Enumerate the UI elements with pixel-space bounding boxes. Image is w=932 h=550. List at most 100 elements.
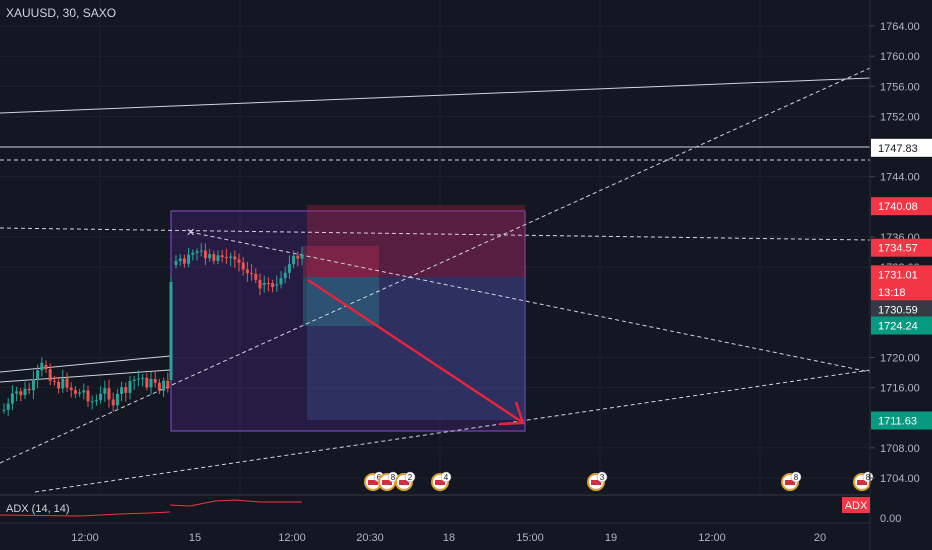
candle: [216, 255, 220, 261]
date-range-zone[interactable]: [170, 210, 526, 432]
candle: [52, 380, 56, 382]
candle: [250, 273, 254, 275]
candle: [65, 378, 69, 388]
candle: [31, 379, 35, 391]
candle: [120, 387, 124, 394]
candle: [245, 269, 249, 274]
candle: [73, 390, 77, 394]
candle: [174, 261, 178, 265]
candle: [224, 257, 228, 259]
candle: [300, 255, 304, 259]
candle: [296, 255, 300, 259]
ascending-dashed-line[interactable]: [0, 67, 871, 464]
candle: [124, 387, 128, 393]
time-tick-label: 12:00: [278, 532, 306, 544]
candle: [78, 392, 82, 394]
adx-tag-text: ADX: [845, 500, 868, 512]
candle: [103, 388, 107, 394]
price-tick-label: 1720.00: [880, 352, 920, 364]
price-tag-label: 1731.01: [878, 270, 918, 282]
event-badge-count: 3: [600, 473, 605, 482]
price-tag-label: 1747.83: [878, 143, 918, 155]
price-tick-label: 1704.00: [880, 473, 920, 485]
candle: [149, 379, 153, 388]
price-tick-label: 1744.00: [880, 172, 920, 184]
price-tag: [871, 282, 932, 301]
left-channel-top[interactable]: [0, 355, 171, 373]
price-tag-label: 1740.08: [878, 201, 918, 213]
candle: [27, 388, 31, 391]
price-tag-label: 13:18: [878, 287, 906, 299]
candle: [23, 388, 27, 396]
candle: [15, 391, 19, 394]
candle: [283, 272, 287, 279]
candle: [233, 256, 237, 260]
price-tag: [871, 300, 932, 319]
candle: [287, 264, 291, 273]
left-channel-bottom[interactable]: [0, 369, 171, 383]
candle: [57, 381, 61, 389]
candle: [241, 262, 245, 270]
stop-loss-zone[interactable]: [307, 205, 525, 277]
symbol-title: XAUUSD, 30, SAXO: [6, 6, 117, 20]
candle: [178, 258, 182, 262]
candle: [279, 278, 283, 285]
price-tag-label: 1724.24: [878, 321, 918, 333]
candle: [2, 409, 6, 411]
candle: [220, 255, 224, 258]
candle: [262, 283, 266, 285]
price-tag: [871, 238, 932, 257]
candle: [191, 252, 195, 255]
candle: [10, 393, 14, 404]
candle: [132, 379, 136, 382]
candle: [212, 254, 216, 261]
projection-arrow[interactable]: [307, 278, 525, 426]
candle: [153, 379, 157, 383]
candle: [169, 282, 173, 380]
candle: [258, 279, 262, 289]
candle: [157, 382, 161, 391]
candle: [162, 380, 166, 391]
inner-risk-zone[interactable]: [303, 246, 379, 277]
event-badge-count: 8: [794, 473, 799, 482]
upper-trend-line[interactable]: [0, 77, 871, 114]
candle: [61, 378, 65, 389]
event-badge-count: 4: [444, 473, 449, 482]
indicator-label[interactable]: ADX (14, 14): [6, 503, 70, 515]
candle: [48, 369, 52, 381]
candle: [19, 391, 23, 396]
time-tick-label: 20: [814, 532, 826, 544]
lower-dashed-line[interactable]: [34, 369, 871, 493]
time-tick-label: 12:00: [71, 532, 99, 544]
candle: [292, 255, 296, 265]
take-profit-zone[interactable]: [307, 277, 525, 420]
candle: [141, 377, 145, 379]
candle: [208, 254, 212, 259]
price-tick-label: 1756.00: [880, 81, 920, 93]
candle: [107, 388, 111, 400]
candle: [166, 380, 170, 389]
price-tick-label: 1752.00: [880, 111, 920, 123]
dashed-level-1736[interactable]: [0, 227, 871, 241]
price-tag-label: 1711.63: [878, 416, 917, 428]
price-tag: [871, 411, 932, 430]
candle: [82, 390, 86, 393]
event-badge-count: 8: [866, 473, 871, 482]
event-badge-count: 8: [391, 473, 396, 482]
price-tag-label: 1730.59: [878, 304, 918, 316]
candle: [128, 381, 132, 393]
adx-zero-label: 0.00: [880, 513, 901, 525]
time-tick-label: 18: [443, 532, 455, 544]
candlestick-series[interactable]: [2, 243, 304, 416]
candle: [203, 250, 207, 259]
time-axis[interactable]: 12:00 15 12:00 20:30 18 15:00 19 12:00 20: [71, 532, 826, 544]
price-tag: [871, 265, 932, 284]
price-tick-label: 1708.00: [880, 443, 920, 455]
candle: [266, 283, 270, 285]
candle: [229, 256, 233, 258]
candle: [237, 259, 241, 263]
candle: [86, 390, 90, 402]
